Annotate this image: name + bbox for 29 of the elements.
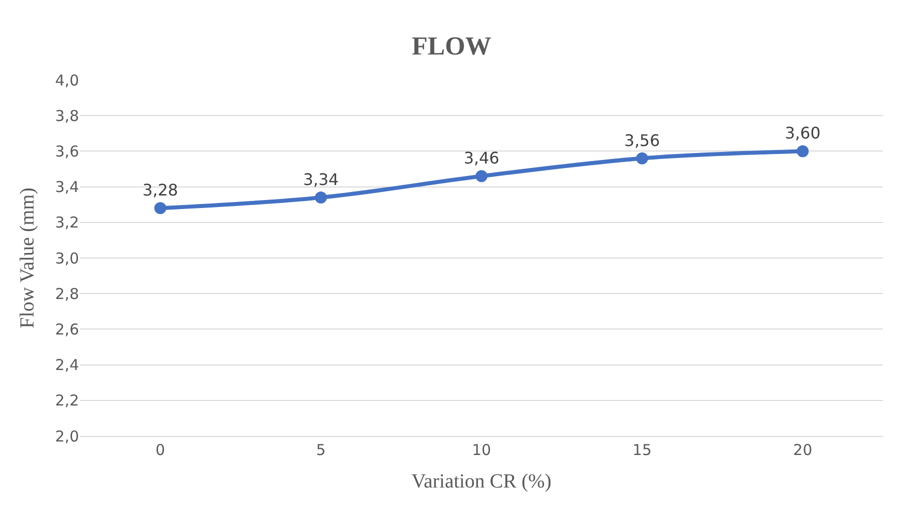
y-tick-label: 2,4 xyxy=(55,356,79,374)
y-tick-label: 2,8 xyxy=(55,284,79,303)
point xyxy=(154,202,166,214)
x-tick-label: 0 xyxy=(156,441,166,459)
point xyxy=(476,170,488,182)
y-tick-label: 3,4 xyxy=(55,178,79,196)
y-tick-label: 4,0 xyxy=(55,71,79,90)
point xyxy=(796,145,809,158)
point xyxy=(314,191,327,204)
data-label: 3,60 xyxy=(784,124,821,143)
x-tick-label: 20 xyxy=(793,441,812,459)
y-tick-label: 3,8 xyxy=(55,106,79,125)
chart-title: FLOW xyxy=(412,31,492,60)
y-tick-label: 3,2 xyxy=(55,214,79,232)
data-label: 3,56 xyxy=(624,130,660,150)
y-tick-label: 3,0 xyxy=(55,249,79,268)
x-tick-label: 10 xyxy=(472,441,492,459)
x-tick-label: 5 xyxy=(316,441,326,459)
y-tick-label: 3,6 xyxy=(55,142,79,160)
data-label: 3,46 xyxy=(464,148,500,168)
y-tick-label: 2,0 xyxy=(55,427,79,446)
y-tick-label: 2,6 xyxy=(55,320,79,338)
y-axis-title: Flow Value (mm) xyxy=(16,188,39,328)
x-axis-title: Variation CR (%) xyxy=(412,470,552,492)
data-label: 3,34 xyxy=(303,170,339,189)
point xyxy=(636,152,648,164)
y-tick-label: 2,2 xyxy=(55,392,79,410)
x-tick-label: 15 xyxy=(632,441,652,459)
data-label: 3,28 xyxy=(142,180,178,200)
